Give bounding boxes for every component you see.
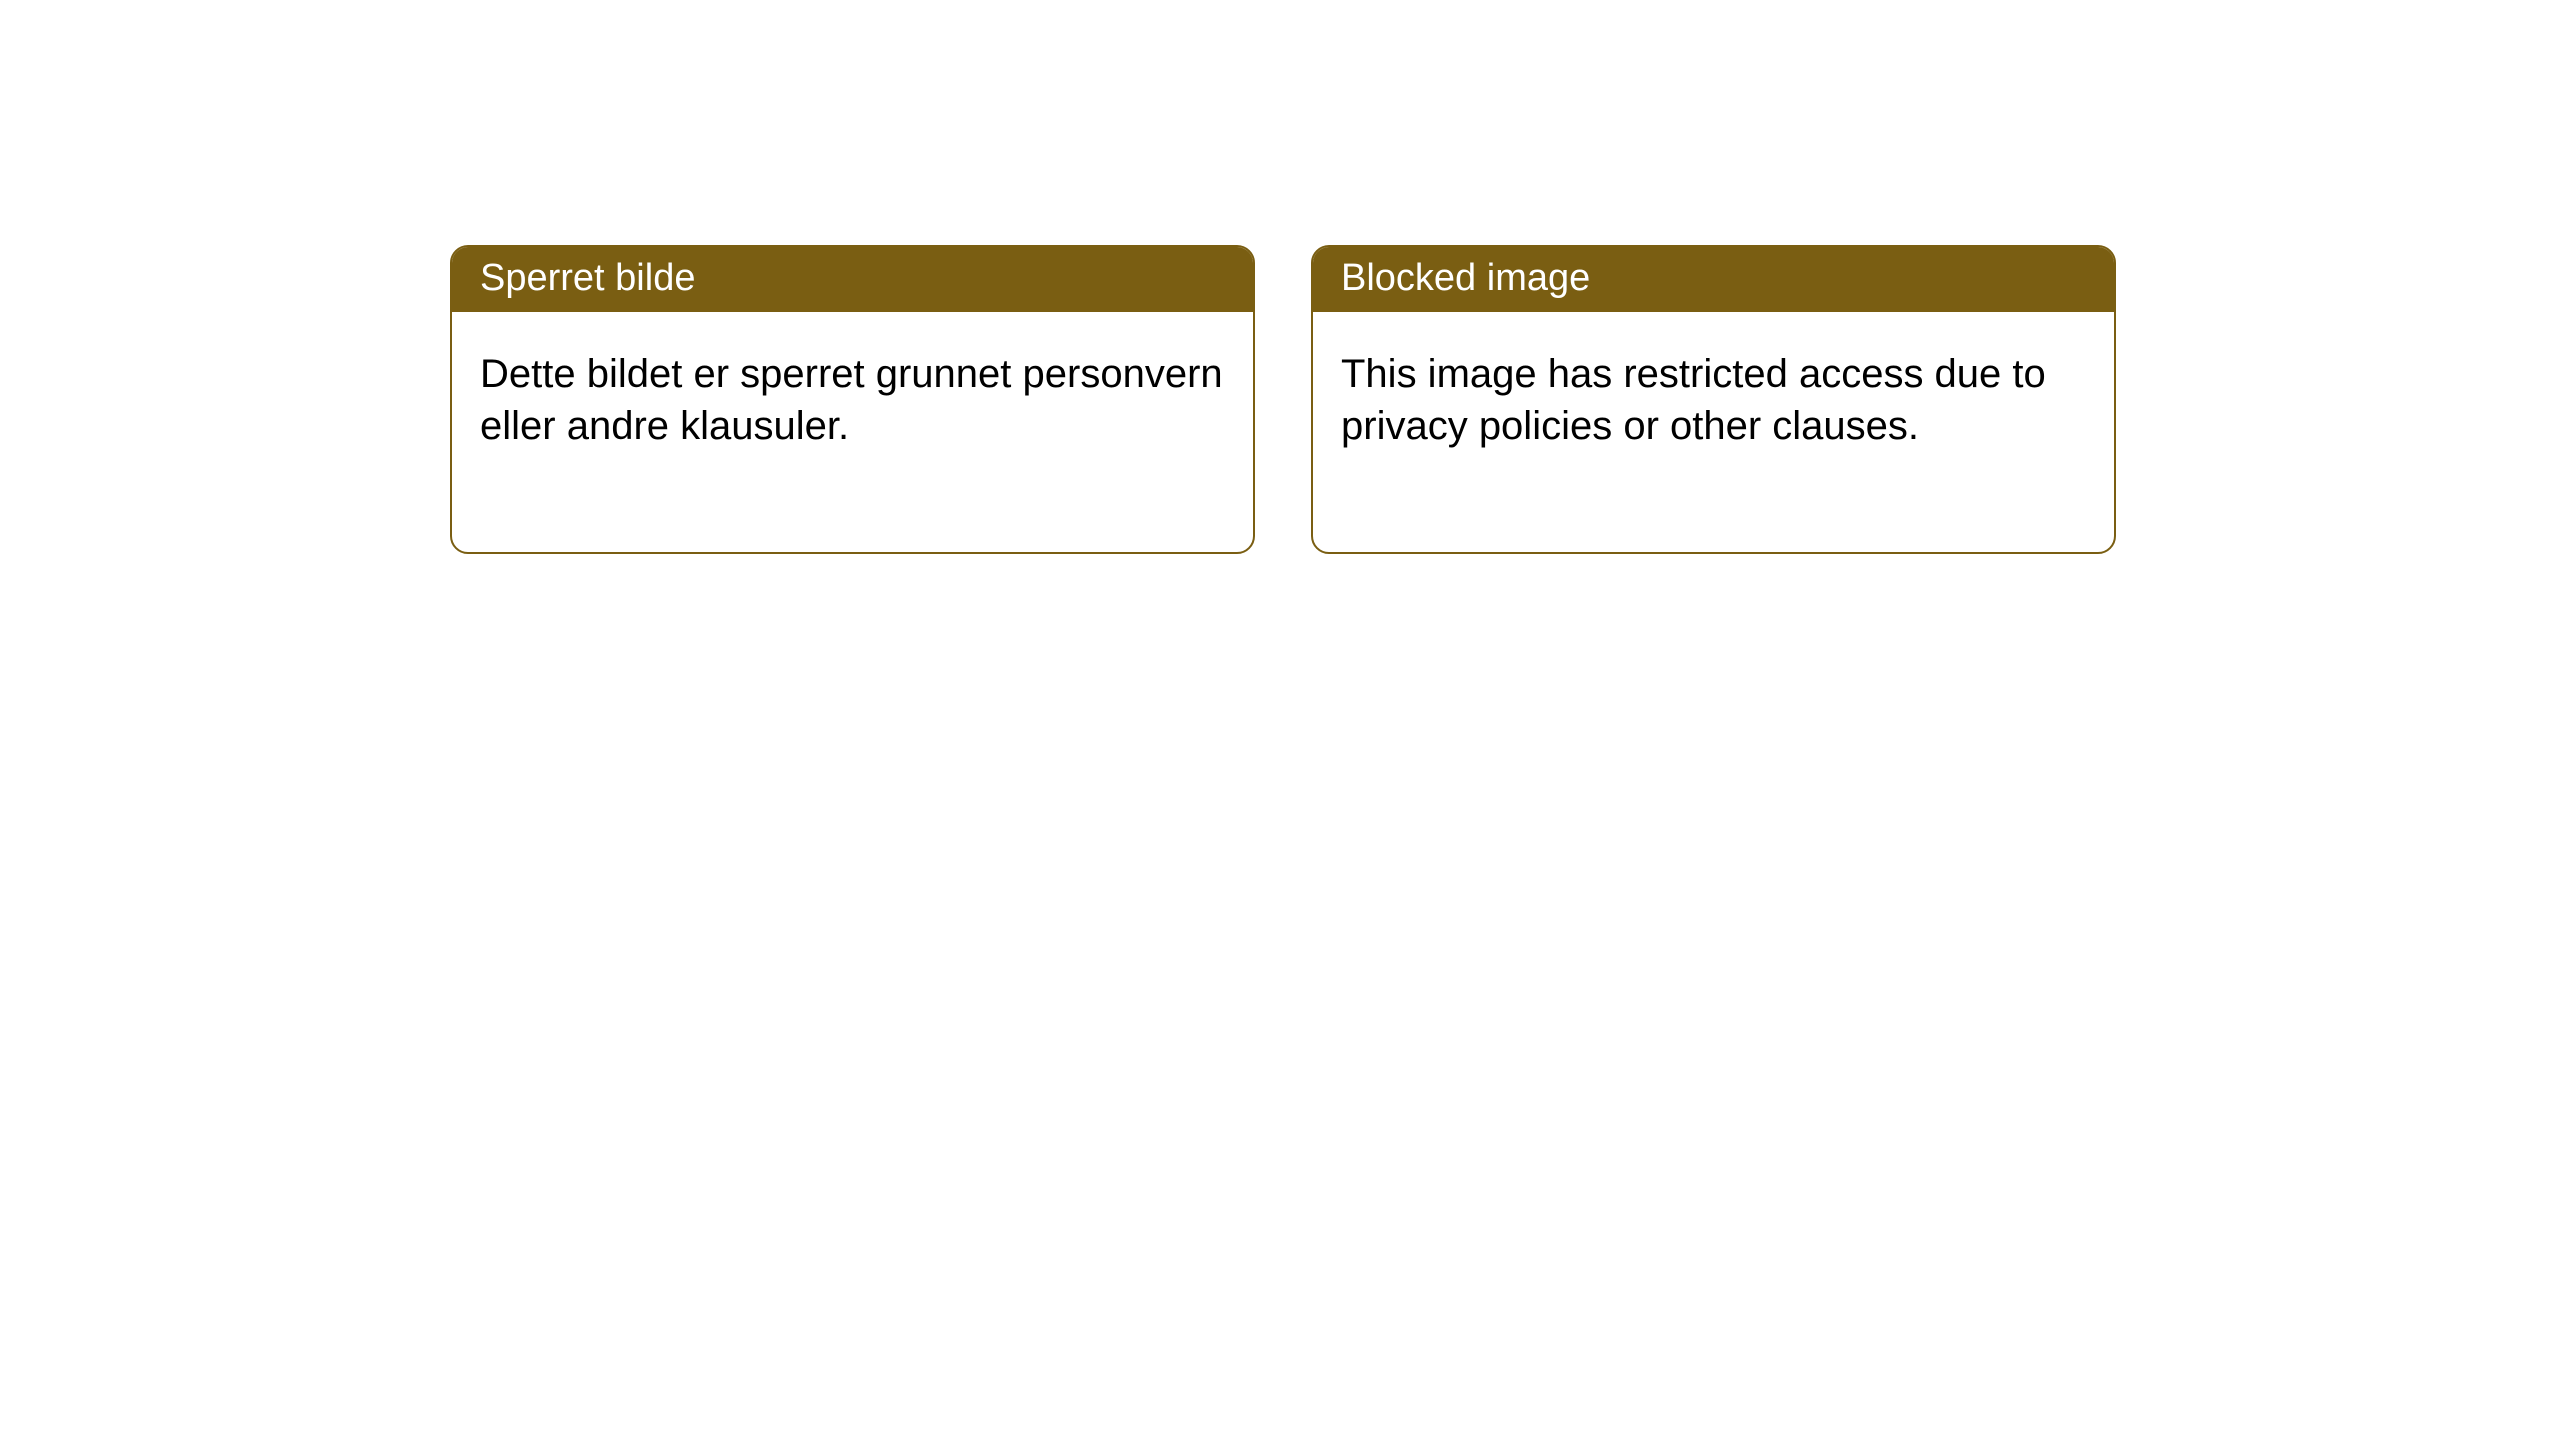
card-body-text: This image has restricted access due to …: [1341, 352, 2046, 448]
card-header-text: Blocked image: [1341, 257, 1590, 299]
card-container: Sperret bilde Dette bildet er sperret gr…: [0, 0, 2560, 554]
card-header: Sperret bilde: [452, 247, 1253, 312]
card-header-text: Sperret bilde: [480, 257, 695, 299]
card-body: Dette bildet er sperret grunnet personve…: [452, 312, 1253, 552]
card-body-text: Dette bildet er sperret grunnet personve…: [480, 352, 1223, 448]
card-header: Blocked image: [1313, 247, 2114, 312]
card-body: This image has restricted access due to …: [1313, 312, 2114, 552]
blocked-image-card-norwegian: Sperret bilde Dette bildet er sperret gr…: [450, 245, 1255, 554]
blocked-image-card-english: Blocked image This image has restricted …: [1311, 245, 2116, 554]
